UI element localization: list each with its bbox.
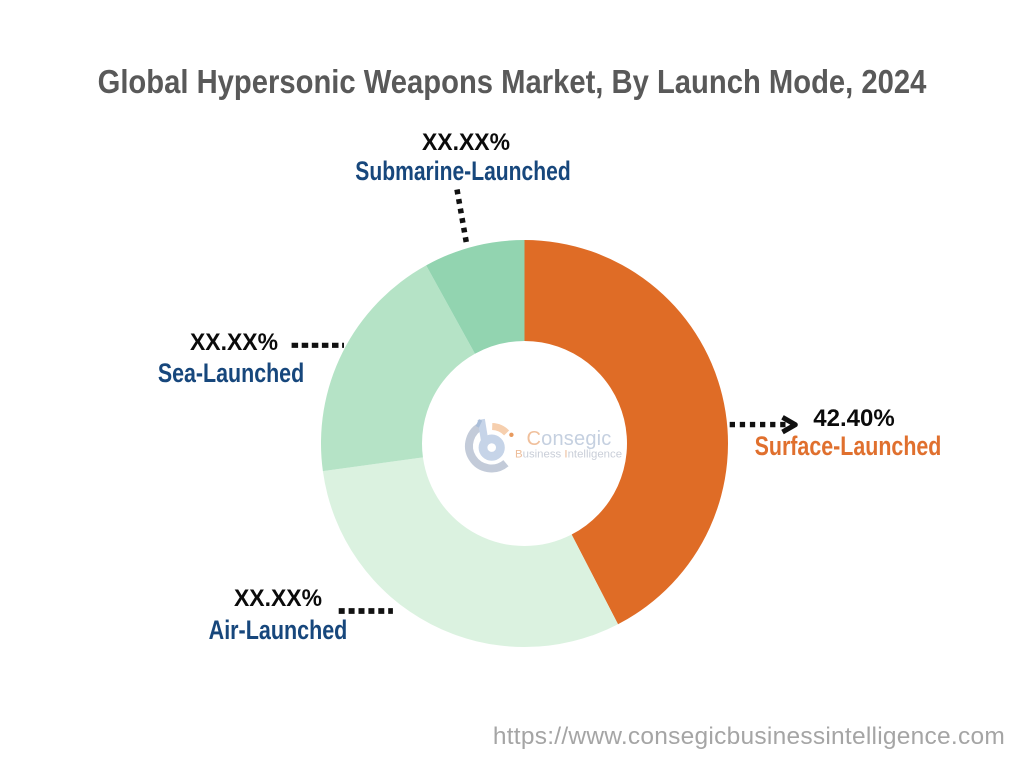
svg-text:Consegic: Consegic xyxy=(527,428,612,450)
svg-text:Business Intelligence: Business Intelligence xyxy=(515,448,622,460)
